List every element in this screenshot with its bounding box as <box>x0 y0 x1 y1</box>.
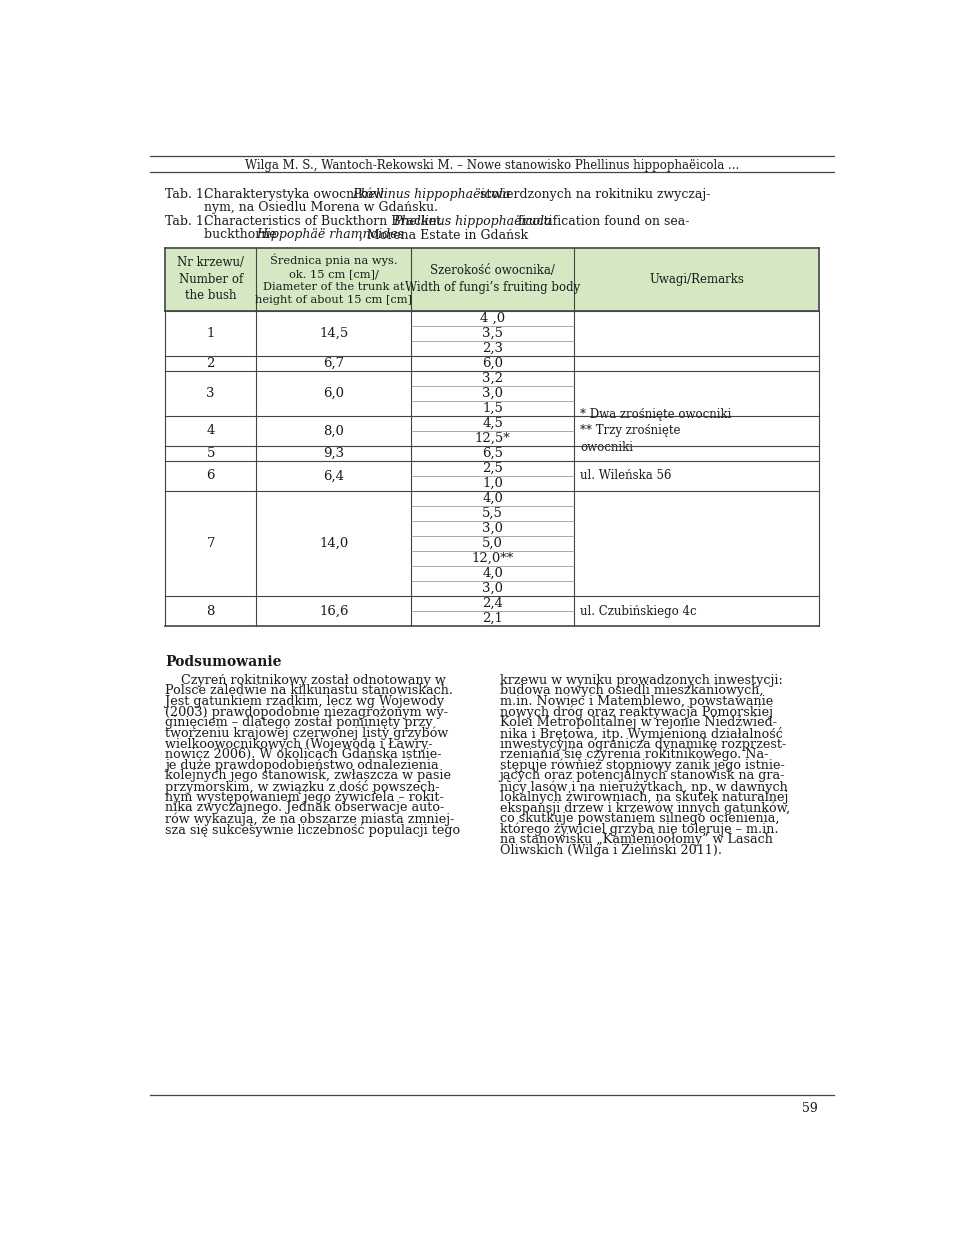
Text: Tab. 1.: Tab. 1. <box>165 187 207 201</box>
Text: rów wykazują, że na obszarze miasta zmniej-: rów wykazują, że na obszarze miasta zmni… <box>165 812 454 826</box>
Text: Wilga M. S., Wantoch-Rekowski M. – Nowe stanowisko ​Phellinus hippophaëicola​ ..: Wilga M. S., Wantoch-Rekowski M. – Nowe … <box>245 159 739 172</box>
Text: 7: 7 <box>206 537 215 550</box>
Text: 12,5*: 12,5* <box>475 432 511 445</box>
Text: Kolei Metropolitalnej w rejonie Niedźwied-: Kolei Metropolitalnej w rejonie Niedźwie… <box>500 717 777 729</box>
Text: 3,5: 3,5 <box>482 327 503 340</box>
Text: 1,5: 1,5 <box>482 402 503 415</box>
Text: inwestycyjna ogranicza dynamikę rozprzest-: inwestycyjna ogranicza dynamikę rozprzes… <box>500 738 786 751</box>
Text: 8,0: 8,0 <box>324 425 345 437</box>
Text: przymorskim, w związku z dość powszech-: przymorskim, w związku z dość powszech- <box>165 781 440 794</box>
Text: 2: 2 <box>206 357 215 370</box>
Text: co skutkuje powstaniem silnego ocienienia,: co skutkuje powstaniem silnego ocienieni… <box>500 812 780 826</box>
Text: 5,5: 5,5 <box>482 507 503 520</box>
Text: wielkoowocnikowych (Wojewoda i Ławry-: wielkoowocnikowych (Wojewoda i Ławry- <box>165 738 432 751</box>
Text: nowych dróg oraz reaktywacja Pomorskiej: nowych dróg oraz reaktywacja Pomorskiej <box>500 706 773 719</box>
Text: nym występowaniem jego żywiciela – rokit-: nym występowaniem jego żywiciela – rokit… <box>165 791 444 804</box>
Text: lokalnych żwirowniach, na skutek naturalnej: lokalnych żwirowniach, na skutek natural… <box>500 791 788 804</box>
Text: ul. Wileńska 56: ul. Wileńska 56 <box>581 470 672 482</box>
Text: 1,0: 1,0 <box>482 477 503 490</box>
Text: 5,0: 5,0 <box>482 537 503 550</box>
Text: 6,0: 6,0 <box>482 357 503 370</box>
Text: którego żywiciel grzyba nie toleruje – m.in.: którego żywiciel grzyba nie toleruje – m… <box>500 823 779 836</box>
Text: 6,7: 6,7 <box>324 357 345 370</box>
Text: 3,0: 3,0 <box>482 582 503 595</box>
Text: 6,0: 6,0 <box>324 387 345 400</box>
Text: krzewu w wyniku prowadzonych inwestycji:: krzewu w wyniku prowadzonych inwestycji: <box>500 674 782 687</box>
Text: nym, na Osiedlu Morena w Gdańsku.: nym, na Osiedlu Morena w Gdańsku. <box>204 201 438 214</box>
Text: 4,0: 4,0 <box>482 567 503 580</box>
Text: nika zwyczajnego. Jednak obserwacje auto-: nika zwyczajnego. Jednak obserwacje auto… <box>165 802 444 814</box>
Text: 2,1: 2,1 <box>482 612 503 624</box>
Text: 3: 3 <box>206 387 215 400</box>
Text: 6: 6 <box>206 470 215 482</box>
Text: 8: 8 <box>206 605 215 617</box>
Text: 1: 1 <box>206 327 215 340</box>
Text: Podsumowanie: Podsumowanie <box>165 656 281 669</box>
Bar <box>165 247 819 311</box>
Text: nicy lasów i na nierużytkach, np. w dawnych: nicy lasów i na nierużytkach, np. w dawn… <box>500 781 787 793</box>
Text: 2,3: 2,3 <box>482 342 503 355</box>
Text: rzeniania się czyrenia rokitnikowego. Na-: rzeniania się czyrenia rokitnikowego. Na… <box>500 748 768 761</box>
Text: Characteristics of Buckthorn Bracket: Characteristics of Buckthorn Bracket <box>204 215 444 229</box>
Text: Oliwskich (Wilga i Zieliński 2011).: Oliwskich (Wilga i Zieliński 2011). <box>500 844 722 857</box>
Text: tworzeniu krajowej czerwonej listy grzybów: tworzeniu krajowej czerwonej listy grzyb… <box>165 727 448 741</box>
Text: Phellinus hippophaëicola: Phellinus hippophaëicola <box>352 187 511 201</box>
Text: Czyreń rokitnikowy został odnotowany w: Czyreń rokitnikowy został odnotowany w <box>165 674 445 687</box>
Text: ekspansji drzew i krzewów innych gatunków,: ekspansji drzew i krzewów innych gatunkó… <box>500 802 790 814</box>
Text: m.in. Nowiec i Matemblewo, powstawanie: m.in. Nowiec i Matemblewo, powstawanie <box>500 696 773 708</box>
Text: Średnica pnia na wys.
ok. 15 cm [cm]/
Diameter of the trunk at
height of about 1: Średnica pnia na wys. ok. 15 cm [cm]/ Di… <box>255 254 413 305</box>
Text: je duże prawdopodobieństwo odnalezienia: je duże prawdopodobieństwo odnalezienia <box>165 759 439 772</box>
Text: 9,3: 9,3 <box>324 447 345 460</box>
Text: 12,0**: 12,0** <box>471 552 514 565</box>
Text: Hippophäë rhamnoides: Hippophäë rhamnoides <box>256 229 404 241</box>
Text: nowicz 2006). W okolicach Gdańska istnie-: nowicz 2006). W okolicach Gdańska istnie… <box>165 748 442 761</box>
Text: Jest gatunkiem rzadkim, lecz wg Wojewody: Jest gatunkiem rzadkim, lecz wg Wojewody <box>165 696 444 708</box>
Text: 2,4: 2,4 <box>482 597 503 610</box>
Text: 3,0: 3,0 <box>482 387 503 400</box>
Text: Nr krzewu/
Number of
the bush: Nr krzewu/ Number of the bush <box>178 256 244 302</box>
Text: 59: 59 <box>802 1103 818 1115</box>
Text: ul. Czubińskiego 4c: ul. Czubińskiego 4c <box>581 605 697 617</box>
Text: 6,5: 6,5 <box>482 447 503 460</box>
Text: Charakterystyka owocników: Charakterystyka owocników <box>204 187 388 201</box>
Text: 14,0: 14,0 <box>320 537 348 550</box>
Text: 16,6: 16,6 <box>319 605 348 617</box>
Text: Uwagi/Remarks: Uwagi/Remarks <box>649 272 744 286</box>
Text: na stanowisku „Kamienioołomy” w Lasach: na stanowisku „Kamienioołomy” w Lasach <box>500 833 773 847</box>
Text: * Dwa zrośnięte owocniki
** Trzy zrośnięte
owocniki: * Dwa zrośnięte owocniki ** Trzy zrośnię… <box>581 408 732 453</box>
Text: Tab. 1.: Tab. 1. <box>165 215 207 229</box>
Text: 4: 4 <box>206 425 215 437</box>
Text: 4,5: 4,5 <box>482 417 503 430</box>
Text: sza się sukcesywnie liczebność populacji tego: sza się sukcesywnie liczebność populacji… <box>165 823 460 837</box>
Text: 14,5: 14,5 <box>320 327 348 340</box>
Text: budowa nowych osiedli mieszkaniowych,: budowa nowych osiedli mieszkaniowych, <box>500 684 763 697</box>
Text: 4,0: 4,0 <box>482 492 503 505</box>
Text: (2003) prawdopodobnie niezagrożonym wy-: (2003) prawdopodobnie niezagrożonym wy- <box>165 706 448 718</box>
Text: jących oraz potencjalnych stanowisk na gra-: jących oraz potencjalnych stanowisk na g… <box>500 769 785 783</box>
Text: ginięciem – dlatego został pominięty przy: ginięciem – dlatego został pominięty prz… <box>165 717 433 729</box>
Text: , Morena Estate in Gdańsk: , Morena Estate in Gdańsk <box>359 229 528 241</box>
Text: Szerokość owocnika/
Width of fungi’s fruiting body: Szerokość owocnika/ Width of fungi’s fru… <box>405 265 581 294</box>
Text: 3,0: 3,0 <box>482 522 503 535</box>
Text: kolejnych jego stanowisk, zwłaszcza w pasie: kolejnych jego stanowisk, zwłaszcza w pa… <box>165 769 451 783</box>
Text: 3,2: 3,2 <box>482 372 503 385</box>
Text: Polsce zaledwie na kilkunastu stanowiskach.: Polsce zaledwie na kilkunastu stanowiska… <box>165 684 453 697</box>
Text: 2,5: 2,5 <box>482 462 503 475</box>
Text: Phellinus hippophaëicola: Phellinus hippophaëicola <box>393 215 551 229</box>
Text: buckthorne: buckthorne <box>204 229 280 241</box>
Text: 5: 5 <box>206 447 215 460</box>
Text: 6,4: 6,4 <box>324 470 345 482</box>
Text: stwierdzonych na rokitniku zwyczaj-: stwierdzonych na rokitniku zwyczaj- <box>476 187 710 201</box>
Text: fructification found on sea-: fructification found on sea- <box>514 215 689 229</box>
Text: nika i Brętowa, itp. Wymieniona działalność: nika i Brętowa, itp. Wymieniona działaln… <box>500 727 782 741</box>
Text: stępuje również stopniowy zanik jego istnie-: stępuje również stopniowy zanik jego ist… <box>500 759 784 772</box>
Text: 4 ,0: 4 ,0 <box>480 312 505 325</box>
